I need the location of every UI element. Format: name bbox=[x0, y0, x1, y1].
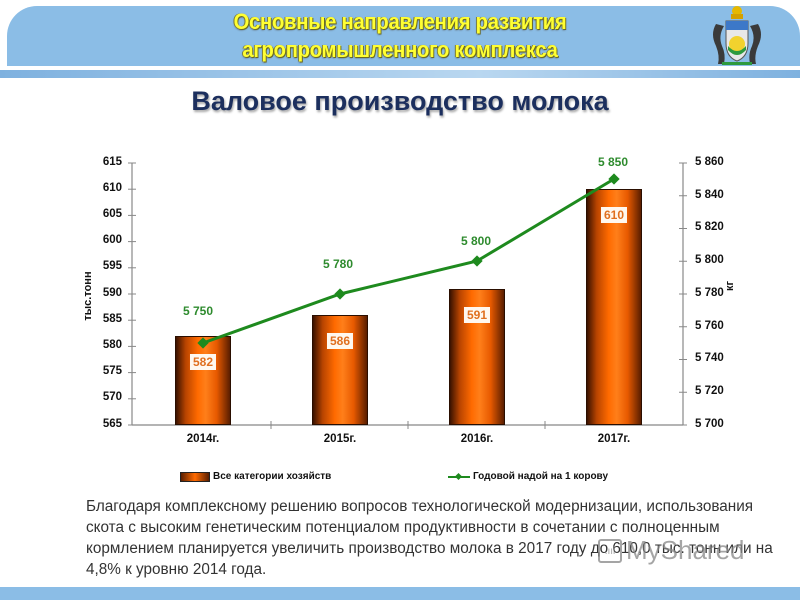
x-tick-label: 2015г. bbox=[323, 433, 357, 445]
bar-value-label: 591 bbox=[463, 307, 491, 323]
bar-2014: 582 bbox=[175, 336, 231, 425]
x-tick-label: 2017г. bbox=[597, 433, 631, 445]
header-stripe bbox=[0, 70, 800, 78]
y-tick-label: 605 bbox=[102, 208, 122, 220]
y-tick-label: 585 bbox=[102, 313, 122, 325]
bar-2015: 586 bbox=[312, 315, 368, 425]
bar-value-label: 582 bbox=[189, 354, 217, 370]
bar-2016: 591 bbox=[449, 289, 505, 425]
y-tick-label: 595 bbox=[102, 260, 122, 272]
y-tick-label: 615 bbox=[102, 156, 122, 168]
x-tick-label: 2016г. bbox=[460, 433, 494, 445]
y-tick-label: 570 bbox=[102, 391, 122, 403]
banner-title: Основные направления развития агропромыш… bbox=[152, 8, 649, 64]
legend-label: Годовой надой на 1 корову bbox=[473, 471, 609, 482]
y-tick-label: 590 bbox=[102, 287, 122, 299]
banner-title-line1: Основные направления развития bbox=[233, 9, 567, 34]
bar-value-label: 586 bbox=[326, 333, 354, 349]
header-banner bbox=[7, 6, 800, 66]
bar-2017: 610 bbox=[586, 189, 642, 425]
line-marker-icon bbox=[448, 472, 470, 482]
line-value-label: 5 750 bbox=[182, 304, 214, 318]
watermark-logo-icon: .ııl bbox=[598, 538, 622, 563]
y2-tick-label: 5 820 bbox=[695, 221, 724, 233]
y-tick-label: 600 bbox=[102, 234, 122, 246]
line-value-label: 5 800 bbox=[460, 234, 492, 248]
y2-tick-label: 5 860 bbox=[695, 156, 724, 168]
y2-tick-label: 5 720 bbox=[695, 385, 724, 397]
line-value-label: 5 850 bbox=[597, 155, 629, 169]
y2-tick-label: 5 740 bbox=[695, 352, 724, 364]
watermark: .ııl MyShared bbox=[598, 535, 745, 566]
y-tick-label: 580 bbox=[102, 339, 122, 351]
banner-title-line2: агропромышленного комплекса bbox=[242, 37, 558, 62]
x-tick-label: 2014г. bbox=[186, 433, 220, 445]
page-title: Валовое производство молока bbox=[191, 86, 609, 116]
y2-tick-label: 5 760 bbox=[695, 320, 724, 332]
y2-tick-label: 5 800 bbox=[695, 254, 724, 266]
watermark-text: MyShared bbox=[626, 535, 745, 565]
legend-item-line: Годовой надой на 1 корову bbox=[448, 471, 608, 482]
bar-swatch-icon bbox=[180, 471, 210, 482]
description-paragraph: Благодаря комплексному решению вопросов … bbox=[86, 498, 773, 578]
legend-label: Все категории хозяйств bbox=[213, 471, 332, 482]
y2-tick-label: 5 840 bbox=[695, 189, 724, 201]
y-tick-label: 575 bbox=[102, 365, 122, 377]
coat-of-arms-icon bbox=[713, 6, 761, 65]
legend-item-bars: Все категории хозяйств bbox=[180, 471, 331, 482]
y-tick-label: 610 bbox=[102, 182, 122, 194]
bar-value-label: 610 bbox=[600, 207, 628, 223]
y2-tick-label: 5 700 bbox=[695, 418, 724, 430]
y2-tick-label: 5 780 bbox=[695, 287, 724, 299]
line-value-label: 5 780 bbox=[322, 257, 354, 271]
footer-bar bbox=[0, 587, 800, 600]
y-tick-label: 565 bbox=[102, 418, 122, 430]
